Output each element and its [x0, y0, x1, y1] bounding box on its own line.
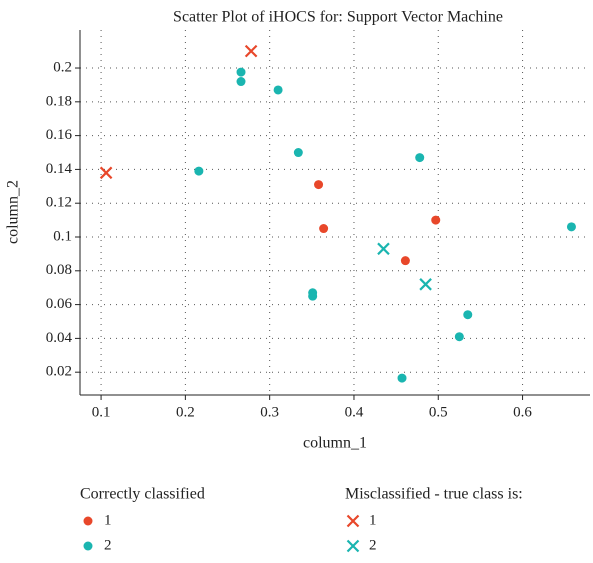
legend-label: 2: [104, 537, 112, 553]
legend-label: 1: [104, 512, 112, 528]
x-tick-label: 0.1: [92, 404, 111, 420]
point: [566, 222, 576, 232]
legend-title: Correctly classified: [80, 486, 205, 503]
y-tick-label: 0.2: [53, 59, 72, 75]
y-tick-label: 0.18: [46, 93, 72, 109]
y-tick-label: 0.12: [46, 195, 72, 211]
legend-title: Misclassified - true class is:: [345, 486, 523, 503]
point: [236, 77, 246, 87]
legend-marker: [83, 516, 93, 526]
point: [431, 215, 441, 225]
point: [273, 85, 283, 95]
point: [319, 224, 329, 234]
point: [415, 153, 425, 163]
x-tick-label: 0.3: [260, 404, 279, 420]
x-tick-label: 0.4: [345, 404, 364, 420]
point: [293, 148, 303, 158]
y-tick-label: 0.1: [53, 228, 72, 244]
point: [236, 67, 246, 77]
x-tick-label: 0.5: [429, 404, 448, 420]
chart-title: Scatter Plot of iHOCS for: Support Vecto…: [173, 9, 503, 26]
legend-label: 2: [369, 537, 377, 553]
y-tick-label: 0.14: [46, 161, 73, 177]
point: [377, 242, 390, 256]
point: [194, 166, 204, 176]
legend-marker: [346, 514, 360, 528]
x-axis-label: column_1: [303, 435, 367, 452]
point: [99, 166, 113, 180]
y-tick-label: 0.06: [46, 296, 73, 312]
y-tick-label: 0.04: [46, 330, 73, 346]
point: [397, 373, 407, 383]
legend-marker: [83, 541, 93, 551]
point: [419, 278, 432, 291]
x-tick-label: 0.6: [513, 404, 532, 420]
y-tick-label: 0.08: [46, 262, 72, 278]
y-tick-label: 0.16: [46, 127, 73, 143]
point: [314, 180, 324, 190]
point: [454, 332, 464, 342]
legend-label: 1: [369, 512, 377, 528]
point: [400, 256, 410, 266]
y-tick-label: 0.02: [46, 364, 72, 380]
x-tick-label: 0.2: [176, 404, 195, 420]
legend-marker: [346, 539, 360, 553]
point: [308, 291, 318, 301]
point: [244, 44, 258, 58]
point: [463, 310, 473, 320]
y-axis-label: column_2: [5, 180, 22, 244]
